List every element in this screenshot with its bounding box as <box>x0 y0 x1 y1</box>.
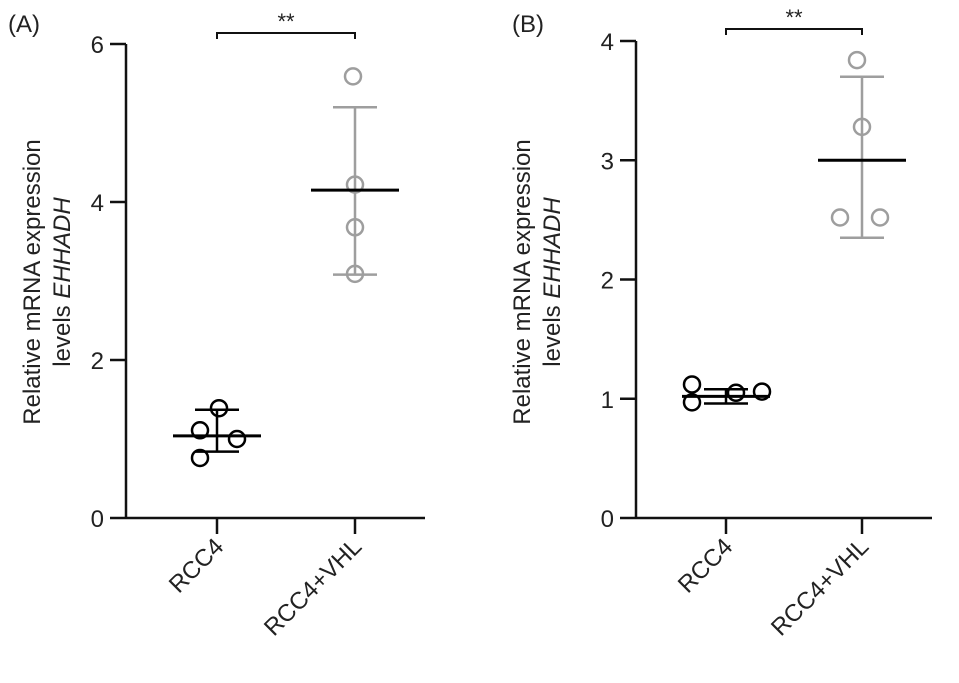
y-tick-label: 0 <box>601 506 614 533</box>
data-point <box>682 393 702 412</box>
series-rcc4 <box>682 375 772 412</box>
significance-label: ** <box>785 5 803 30</box>
data-point <box>190 448 210 468</box>
data-point <box>726 383 746 403</box>
data-point <box>190 421 210 440</box>
data-point <box>345 264 365 284</box>
data-point <box>752 382 772 401</box>
y-axis-label-line1: Relative mRNA expression <box>509 139 536 424</box>
data-point <box>345 175 365 194</box>
y-tick-label: 2 <box>91 348 104 375</box>
data-point <box>870 208 890 227</box>
y-axis-label-gene: EHHADH <box>539 197 566 299</box>
x-tick-label: RCC4 <box>673 533 738 598</box>
panel-a: (A) 0 2 4 6 Relative mRNA expression levels EH… <box>8 9 425 641</box>
data-point <box>830 208 850 227</box>
significance-bracket <box>216 32 356 39</box>
y-axis-label-line2: levels EHHADH <box>539 197 566 367</box>
data-point <box>345 218 365 237</box>
data-point <box>847 50 867 70</box>
y-tick-label: 4 <box>601 29 614 56</box>
y-tick-label: 0 <box>91 506 104 533</box>
data-point <box>209 398 229 418</box>
data-point <box>682 375 702 394</box>
data-point <box>227 429 247 449</box>
y-axis-label-line1: Relative mRNA expression <box>19 139 46 424</box>
x-tick-label: RCC4+VHL <box>766 533 874 641</box>
panel-label: (B) <box>512 11 544 38</box>
y-tick-label: 2 <box>601 268 614 295</box>
y-tick-label: 6 <box>91 32 104 59</box>
data-point <box>852 117 872 137</box>
significance-label: ** <box>277 9 295 34</box>
y-axis-label-prefix: levels <box>539 299 566 367</box>
data-point <box>343 67 363 86</box>
x-tick-label: RCC4+VHL <box>259 533 367 641</box>
y-tick-label: 4 <box>91 190 104 217</box>
series-rcc4 <box>173 398 261 468</box>
y-axis-label-gene: EHHADH <box>49 197 76 299</box>
y-axis-label-prefix: levels <box>49 299 76 367</box>
panel-label: (A) <box>8 11 40 38</box>
significance-bracket <box>725 28 863 35</box>
y-tick-label: 3 <box>601 148 614 175</box>
y-tick-label: 1 <box>601 387 614 414</box>
series-rcc4-vhl <box>311 67 399 284</box>
panel-b: (B) 0 1 2 3 4 Relative mRNA expression levels E… <box>509 5 932 641</box>
y-axis-label-line2: levels EHHADH <box>49 197 76 367</box>
series-rcc4-vhl <box>818 50 906 240</box>
x-tick-label: RCC4 <box>164 533 229 598</box>
